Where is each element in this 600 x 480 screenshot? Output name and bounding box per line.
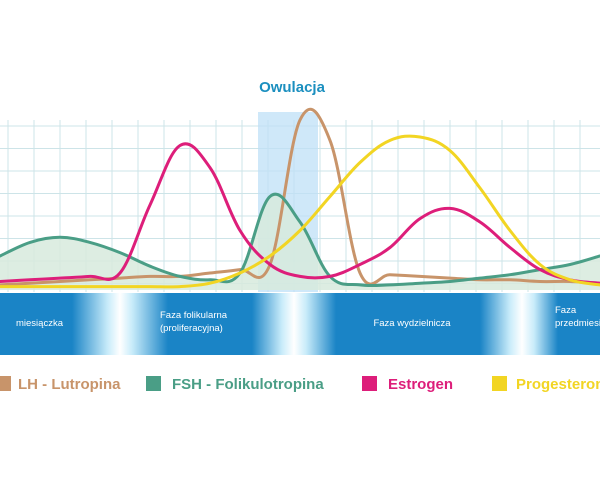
legend-label: FSH - Folikulotropina [172,376,324,393]
phase-label: Faza folikularna [160,310,228,321]
legend: LH - Lutropina FSH - Folikulotropina Estro… [0,376,600,393]
phase-label: przedmiesiączkowa [555,318,600,329]
series-lines [0,107,600,289]
phase-label: (proliferacyjna) [160,323,223,334]
phase-label: miesiączka [16,318,64,329]
chart-title: Owulacja [259,79,326,96]
legend-label: Estrogen [388,376,453,393]
phase-band [0,293,600,355]
legend-swatch [0,376,11,391]
phase-label: Faza wydzielnicza [373,318,451,329]
legend-swatch [362,376,377,391]
legend-label: LH - Lutropina [18,376,121,393]
estrogen-series-line [0,142,600,285]
phase-labels: miesiączka Faza folikularna (proliferacyjn… [16,305,600,334]
progesterone-series-line [0,134,600,289]
fsh-series-line [0,192,600,288]
fsh-area [0,194,600,290]
fsh-area-fill [0,194,600,290]
legend-swatch [146,376,161,391]
phase-label: Faza [555,305,577,316]
legend-swatch [492,376,507,391]
legend-label: Progesterone [516,376,600,393]
